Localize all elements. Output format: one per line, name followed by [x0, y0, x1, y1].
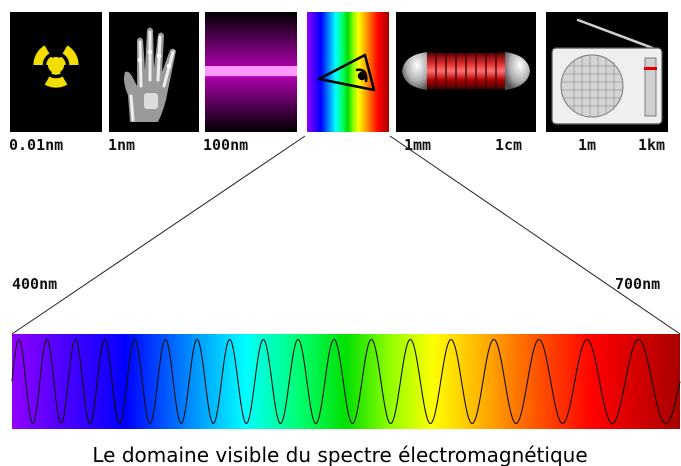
wavelength-label: 1km	[638, 136, 665, 154]
panel-microwave	[396, 12, 536, 132]
wavelength-label: 1mm	[404, 136, 431, 154]
radio-icon	[551, 18, 663, 125]
wave-line	[11, 338, 681, 425]
uv-lamp-icon	[205, 66, 297, 76]
visible-spectrum-band	[11, 334, 681, 429]
wavelength-label: 1nm	[108, 136, 135, 154]
panel-xray	[109, 12, 199, 132]
wavelength-label: 0.01nm	[9, 136, 63, 154]
zoom-lines	[11, 135, 681, 335]
panel-radio	[546, 12, 668, 132]
visible-start-label: 400nm	[12, 275, 57, 293]
wavelength-label: 1m	[578, 136, 596, 154]
caption: Le domaine visible du spectre électromag…	[92, 443, 587, 466]
xray-hand-icon	[124, 27, 176, 122]
wavelength-label: 100nm	[203, 136, 248, 154]
panel-ultraviolet	[205, 12, 297, 132]
panel-visible	[307, 12, 389, 132]
eye-icon	[317, 53, 376, 92]
magnetron-icon	[402, 52, 530, 90]
wavelength-scale: 0.01nm 1nm 100nm 1mm 1cm 1m 1km	[9, 136, 665, 154]
visible-end-label: 700nm	[615, 275, 660, 293]
panel-radiation	[10, 12, 102, 132]
wavelength-label: 1cm	[495, 136, 522, 154]
